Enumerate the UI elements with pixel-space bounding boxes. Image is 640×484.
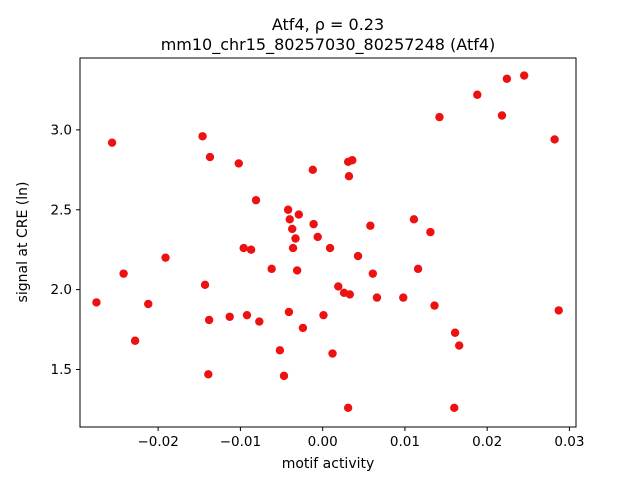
x-tick-label: 0.03 — [554, 434, 584, 450]
x-tick-label: 0.00 — [308, 434, 338, 450]
y-tick-label: 2.5 — [51, 202, 72, 218]
data-point — [251, 195, 261, 205]
data-point — [366, 221, 375, 230]
y-tick-label: 3.0 — [51, 122, 72, 138]
data-point — [473, 90, 482, 99]
data-point — [144, 299, 153, 309]
data-point — [198, 132, 207, 141]
data-point — [225, 312, 234, 321]
data-point — [334, 282, 343, 291]
x-tick-label: 0.02 — [472, 434, 502, 450]
data-point — [313, 232, 322, 242]
data-point — [298, 323, 308, 333]
data-point — [200, 280, 210, 290]
data-point — [497, 111, 507, 120]
data-point — [246, 245, 256, 254]
data-point — [519, 71, 529, 80]
data-point — [348, 156, 357, 165]
data-point — [275, 346, 285, 355]
data-point — [291, 234, 300, 243]
data-point — [319, 310, 328, 320]
data-point — [284, 307, 294, 317]
y-axis-label: signal at CRE (ln) — [15, 182, 31, 303]
x-axis-label: motif activity — [282, 456, 375, 472]
data-point — [242, 310, 252, 320]
data-point — [292, 266, 302, 275]
data-point — [325, 243, 335, 253]
x-tick-label: −0.02 — [137, 434, 178, 450]
data-point — [450, 328, 460, 337]
data-point — [409, 215, 419, 224]
data-point — [267, 264, 276, 274]
data-point — [294, 210, 303, 219]
data-point — [413, 264, 423, 274]
data-point — [283, 205, 293, 214]
data-point — [285, 215, 294, 224]
data-point — [372, 293, 382, 302]
data-point — [161, 253, 170, 262]
data-point — [204, 370, 213, 379]
data-point — [353, 251, 363, 261]
data-point — [255, 317, 264, 326]
plot-content: −0.02 −0.01 0.00 0.01 0.02 0.03 1.5 2.0 2.5 3.0 — [51, 57, 584, 450]
data-point — [119, 269, 128, 278]
data-point — [328, 349, 337, 358]
x-tick-label: −0.01 — [220, 434, 261, 450]
x-tick-label: 0.01 — [390, 434, 420, 450]
data-point — [204, 315, 214, 325]
data-point — [554, 306, 563, 315]
data-point — [205, 152, 215, 162]
data-point — [288, 224, 297, 234]
data-point — [430, 301, 439, 310]
data-point — [309, 219, 318, 229]
data-point — [454, 341, 464, 350]
data-point — [426, 227, 435, 237]
data-point — [550, 135, 559, 144]
data-point — [288, 243, 298, 253]
chart-title: Atf4, ρ = 0.23 — [272, 15, 384, 34]
chart-subtitle: mm10_chr15_80257030_80257248 (Atf4) — [161, 35, 496, 55]
axes-frame — [79, 57, 577, 428]
data-point — [368, 269, 378, 278]
data-point — [308, 165, 317, 175]
data-point — [92, 298, 101, 307]
data-point — [279, 371, 289, 381]
data-point — [343, 403, 353, 413]
y-tick-label: 2.0 — [51, 282, 72, 298]
data-point — [435, 112, 444, 122]
data-point — [130, 336, 140, 345]
data-point — [345, 290, 354, 299]
data-point — [450, 403, 459, 413]
data-point — [502, 74, 512, 83]
data-point — [234, 159, 243, 168]
data-point — [107, 138, 117, 147]
y-tick-label: 1.5 — [51, 362, 72, 378]
data-point — [344, 172, 354, 181]
data-point — [399, 293, 408, 302]
data-point — [239, 243, 248, 253]
